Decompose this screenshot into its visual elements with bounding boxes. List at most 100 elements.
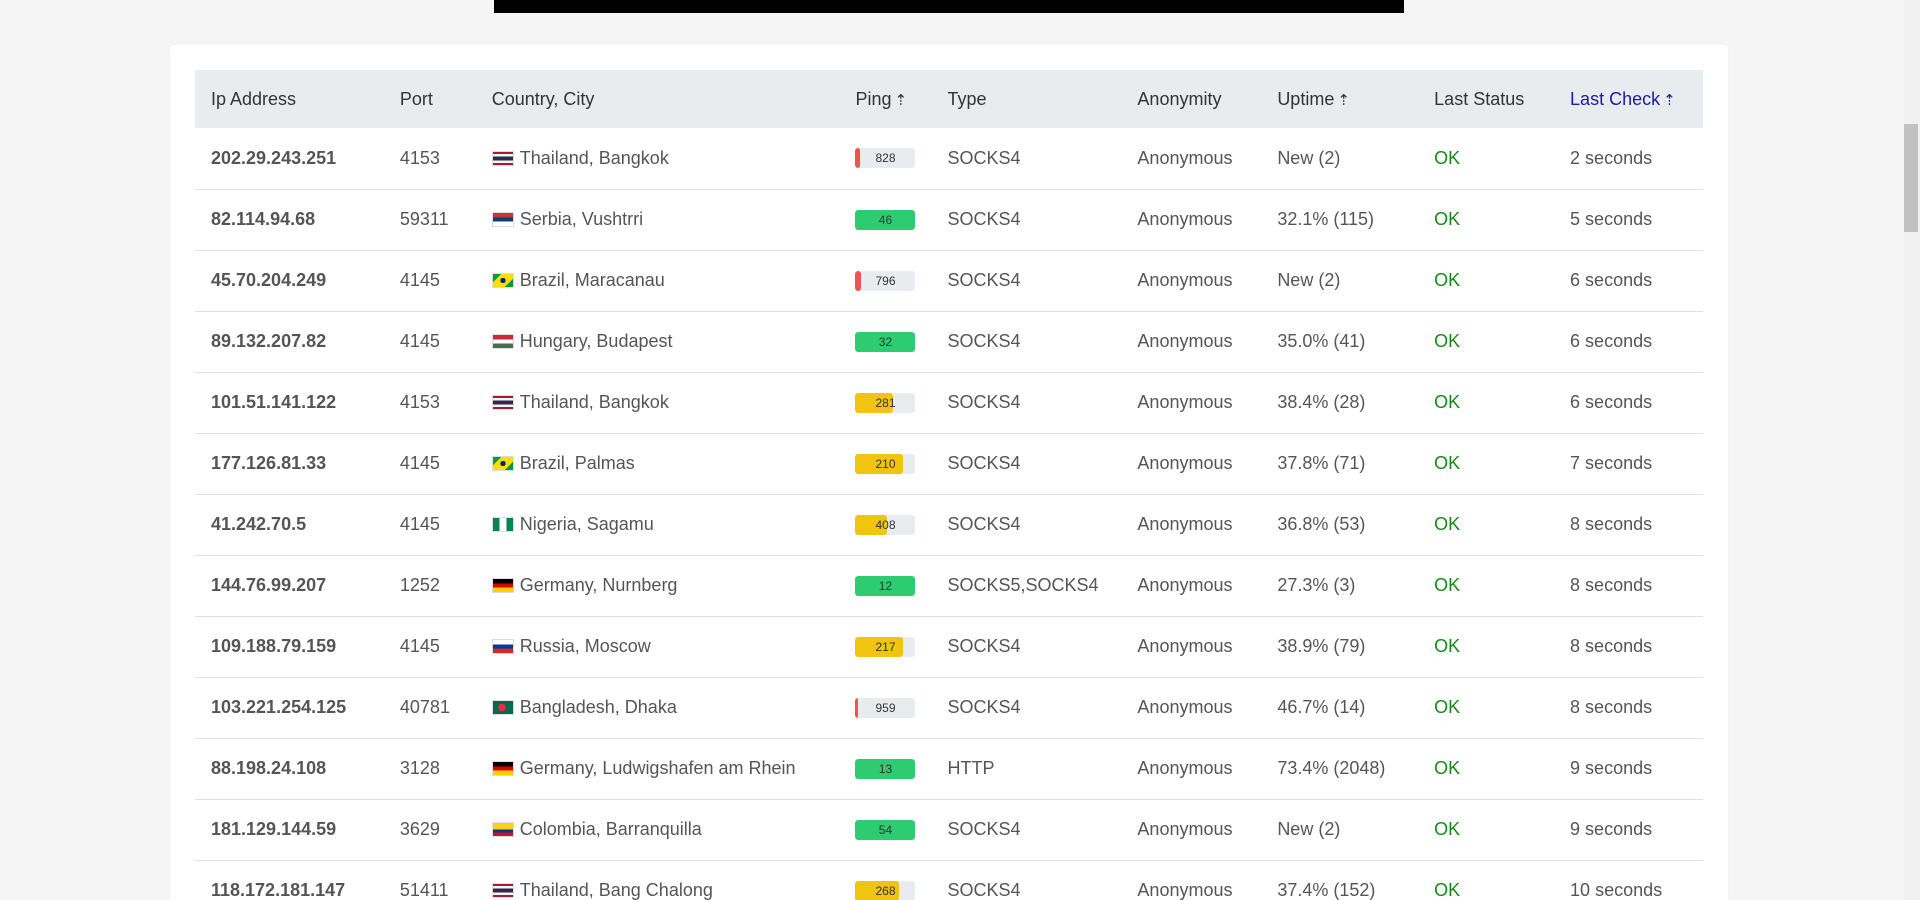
ping-bar-fill xyxy=(855,514,887,535)
ping-value: 54 xyxy=(878,822,893,837)
last-check-cell: 9 seconds xyxy=(1570,819,1653,839)
header-anonymity: Anonymity xyxy=(1121,70,1261,128)
header-label: Anonymity xyxy=(1137,88,1222,109)
scrollbar-thumb[interactable] xyxy=(1904,124,1918,232)
status-badge: OK xyxy=(1434,147,1461,168)
uptime-cell: 73.4% (2048) xyxy=(1277,758,1386,778)
status-badge: OK xyxy=(1434,758,1461,778)
uptime-cell: 32.1% (115) xyxy=(1277,209,1375,229)
port-cell: 3629 xyxy=(399,819,440,839)
anonymity-cell: Anonymous xyxy=(1137,575,1233,595)
header-uptime[interactable]: Uptime ⇡ xyxy=(1261,70,1418,128)
location-cell: Germany, Nurnberg xyxy=(476,555,840,616)
anonymity-cell: Anonymous xyxy=(1137,209,1233,229)
flag-thailand-icon xyxy=(491,883,514,898)
sort-arrow-icon[interactable]: ⇡ xyxy=(1663,91,1676,109)
type-cell: SOCKS4 xyxy=(947,209,1021,229)
ping-cell: 210 xyxy=(839,433,931,494)
location-text: Germany, Ludwigshafen am Rhein xyxy=(519,758,796,778)
ping-cell: 281 xyxy=(839,372,931,433)
table-header: Ip Address Port Country, City Ping ⇡ Type Anon… xyxy=(195,70,1703,128)
type-cell: SOCKS4 xyxy=(947,697,1021,717)
ip-address-cell[interactable]: 103.221.254.125 xyxy=(211,697,347,717)
ping-bar-fill xyxy=(855,697,858,718)
header-ping[interactable]: Ping ⇡ xyxy=(839,70,931,128)
header-last-check[interactable]: Last Check ⇡ xyxy=(1554,70,1703,128)
ip-address-cell[interactable]: 109.188.79.159 xyxy=(211,636,337,656)
last-check-cell: 9 seconds xyxy=(1570,758,1653,778)
status-badge: OK xyxy=(1434,209,1461,229)
port-cell: 4145 xyxy=(399,514,440,534)
uptime-cell: 35.0% (41) xyxy=(1277,331,1366,351)
location-text: Brazil, Maracanau xyxy=(519,270,665,290)
ip-address-cell[interactable]: 144.76.99.207 xyxy=(211,575,327,595)
location-cell: Hungary, Budapest xyxy=(476,311,840,372)
location-cell: Germany, Ludwigshafen am Rhein xyxy=(476,738,840,799)
ping-value: 217 xyxy=(875,639,896,654)
ping-cell: 796 xyxy=(839,250,931,311)
status-badge: OK xyxy=(1434,575,1461,595)
ip-address-cell[interactable]: 88.198.24.108 xyxy=(211,758,327,778)
table-row: 82.114.94.68 59311 Serbia, Vushtrri 46 SOCKS… xyxy=(195,189,1703,250)
location-text: Thailand, Bangkok xyxy=(519,392,669,412)
last-check-cell: 8 seconds xyxy=(1570,636,1653,656)
type-cell: SOCKS4 xyxy=(947,880,1021,900)
proxy-table: Ip Address Port Country, City Ping ⇡ Type Anon… xyxy=(195,70,1703,900)
flag-brazil-icon xyxy=(491,273,514,288)
ping-bar-fill xyxy=(855,575,916,596)
port-cell: 4145 xyxy=(399,453,440,473)
ip-address-cell[interactable]: 177.126.81.33 xyxy=(211,453,327,473)
ping-value: 281 xyxy=(875,395,896,410)
header-ip-address: Ip Address xyxy=(195,70,384,128)
ping-cell: 46 xyxy=(839,189,931,250)
ip-address-cell[interactable]: 101.51.141.122 xyxy=(211,392,337,412)
ip-address-cell[interactable]: 89.132.207.82 xyxy=(211,331,327,351)
ping-bar: 12 xyxy=(855,575,916,596)
ip-address-cell[interactable]: 202.29.243.251 xyxy=(211,147,337,168)
ip-address-cell[interactable]: 45.70.204.249 xyxy=(211,270,327,290)
ip-address-cell[interactable]: 82.114.94.68 xyxy=(211,209,316,229)
type-cell: SOCKS4 xyxy=(947,392,1021,412)
table-row: 118.172.181.147 51411 Thailand, Bang Chalo… xyxy=(195,860,1703,900)
ping-bar: 796 xyxy=(855,270,916,291)
port-cell: 40781 xyxy=(399,697,450,717)
ping-bar-fill xyxy=(855,392,893,413)
last-check-cell: 8 seconds xyxy=(1570,575,1653,595)
ping-cell: 217 xyxy=(839,616,931,677)
sort-arrow-icon[interactable]: ⇡ xyxy=(894,91,908,109)
ping-cell: 959 xyxy=(839,677,931,738)
ping-bar: 828 xyxy=(855,148,916,169)
ping-bar: 217 xyxy=(855,636,916,657)
flag-russia-icon xyxy=(491,639,514,654)
ping-bar: 32 xyxy=(855,331,916,352)
last-check-cell: 6 seconds xyxy=(1570,270,1653,290)
status-badge: OK xyxy=(1434,514,1461,534)
header-label: Last Status xyxy=(1434,88,1525,109)
ip-address-cell[interactable]: 41.242.70.5 xyxy=(211,514,307,534)
ping-value: 828 xyxy=(875,151,896,166)
ip-address-cell[interactable]: 181.129.144.59 xyxy=(211,819,337,839)
port-cell: 4153 xyxy=(399,392,440,412)
ping-value: 12 xyxy=(878,578,893,593)
anonymity-cell: Anonymous xyxy=(1137,392,1233,412)
location-cell: Thailand, Bangkok xyxy=(476,372,840,433)
anonymity-cell: Anonymous xyxy=(1137,453,1233,473)
location-text: Russia, Moscow xyxy=(519,636,651,656)
status-badge: OK xyxy=(1434,697,1461,717)
location-cell: Brazil, Palmas xyxy=(476,433,840,494)
header-label: Port xyxy=(399,88,433,109)
table-row: 45.70.204.249 4145 Brazil, Maracanau 796 SOC… xyxy=(195,250,1703,311)
table-row: 177.126.81.33 4145 Brazil, Palmas 210 SOCKS4… xyxy=(195,433,1703,494)
uptime-cell: New (2) xyxy=(1277,819,1341,839)
header-port: Port xyxy=(384,70,476,128)
ip-address-cell[interactable]: 118.172.181.147 xyxy=(211,880,346,900)
type-cell: SOCKS4 xyxy=(947,270,1021,290)
ping-bar-fill xyxy=(855,880,899,900)
table-row: 103.221.254.125 40781 Bangladesh, Dhaka 959… xyxy=(195,677,1703,738)
page-scrollbar[interactable] xyxy=(1903,0,1920,900)
ping-bar-fill xyxy=(855,209,916,230)
uptime-cell: 36.8% (53) xyxy=(1277,514,1366,534)
status-badge: OK xyxy=(1434,453,1461,473)
sort-arrow-icon[interactable]: ⇡ xyxy=(1337,91,1350,109)
ping-bar: 13 xyxy=(855,758,916,779)
